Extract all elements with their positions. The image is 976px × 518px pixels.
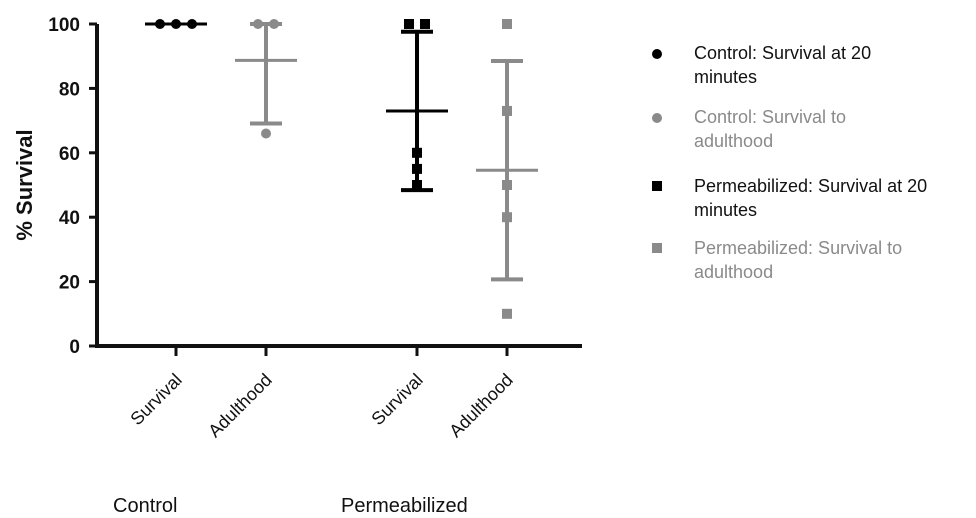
y-tick-label: 100 [48,15,80,36]
data-point [502,212,512,223]
series-2 [235,19,297,139]
legend-marker-circle-gray [652,113,662,123]
legend-item-control-adulthood: Control: Survival to adulthood [652,107,846,151]
legend-item-permeabilized-adulthood: Permeabilized: Survival to adulthood [652,238,902,282]
legend-label-line2: minutes [694,200,757,220]
data-point [502,105,512,116]
y-axis-title: % Survival [12,129,37,240]
y-tick-label: 0 [69,337,80,358]
data-point [412,180,422,190]
x-tick-label-permeabilized-adulthood: Adulthood [445,370,516,441]
data-point [404,19,414,29]
legend-item-control-survival: Control: Survival at 20 minutes [652,43,871,87]
y-tick-label: 20 [59,273,80,294]
x-tick-label-control-adulthood: Adulthood [204,370,275,441]
legend-marker-circle-black [652,49,662,59]
series-1 [145,19,207,29]
data-point [261,128,271,139]
data-point [253,19,263,29]
legend-label-line1: Control: Survival at 20 [694,43,871,63]
data-point [412,163,422,174]
y-tick-label: 40 [59,208,80,229]
legend-label-line2: adulthood [694,131,773,151]
legend-label-line2: adulthood [694,262,773,282]
data-point [502,180,512,190]
data-point [420,19,430,29]
series-plot-area [145,19,538,319]
data-point [155,19,165,29]
legend-label-line2: minutes [694,67,757,87]
x-ticks [174,346,509,356]
group-label-control: Control [113,495,177,517]
legend-label-line1: Control: Survival to [694,107,846,127]
y-tick-label: 60 [59,144,80,165]
y-ticks: 0 20 40 60 80 100 [48,15,97,358]
y-tick-label: 80 [59,79,80,100]
data-point [171,19,181,29]
legend-label-line1: Permeabilized: Survival to [694,238,902,258]
legend: Control: Survival at 20 minutes Control:… [652,43,927,282]
x-tick-label-permeabilized-survival: Survival [367,370,426,429]
series-4 [476,19,538,319]
data-point [269,19,279,29]
legend-marker-square-black [652,181,662,191]
legend-label-line1: Permeabilized: Survival at 20 [694,176,927,196]
legend-marker-square-gray [652,243,662,253]
x-tick-label-control-survival: Survival [126,370,185,429]
data-point [187,19,197,29]
data-point [412,147,422,158]
group-label-permeabilized: Permeabilized [341,495,468,517]
data-point [502,308,512,319]
data-point [502,19,512,29]
series-3 [386,19,448,193]
legend-item-permeabilized-survival: Permeabilized: Survival at 20 minutes [652,176,927,220]
